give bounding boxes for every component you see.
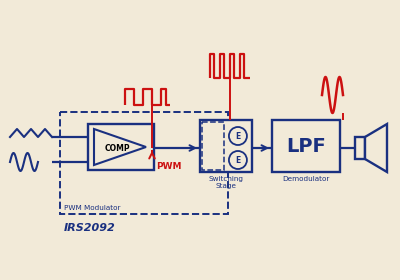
Bar	[355, 137, 365, 159]
Text: PWM Modulator: PWM Modulator	[64, 205, 120, 211]
Bar	[200, 120, 252, 172]
Polygon shape	[94, 129, 146, 165]
Text: COMP: COMP	[104, 144, 130, 153]
Text: IRS2092: IRS2092	[64, 223, 116, 233]
Text: E: E	[235, 132, 240, 141]
Circle shape	[229, 151, 247, 169]
Text: Demodulator: Demodulator	[282, 176, 330, 182]
Bar	[60, 112, 228, 214]
Bar	[88, 124, 154, 170]
Circle shape	[229, 127, 247, 145]
Bar	[272, 120, 340, 172]
Bar	[202, 122, 224, 170]
Text: PWM: PWM	[156, 162, 182, 171]
Polygon shape	[365, 124, 387, 172]
Text: Switching
Stage: Switching Stage	[208, 176, 244, 189]
Text: LPF: LPF	[286, 137, 326, 155]
Text: E: E	[235, 155, 240, 165]
